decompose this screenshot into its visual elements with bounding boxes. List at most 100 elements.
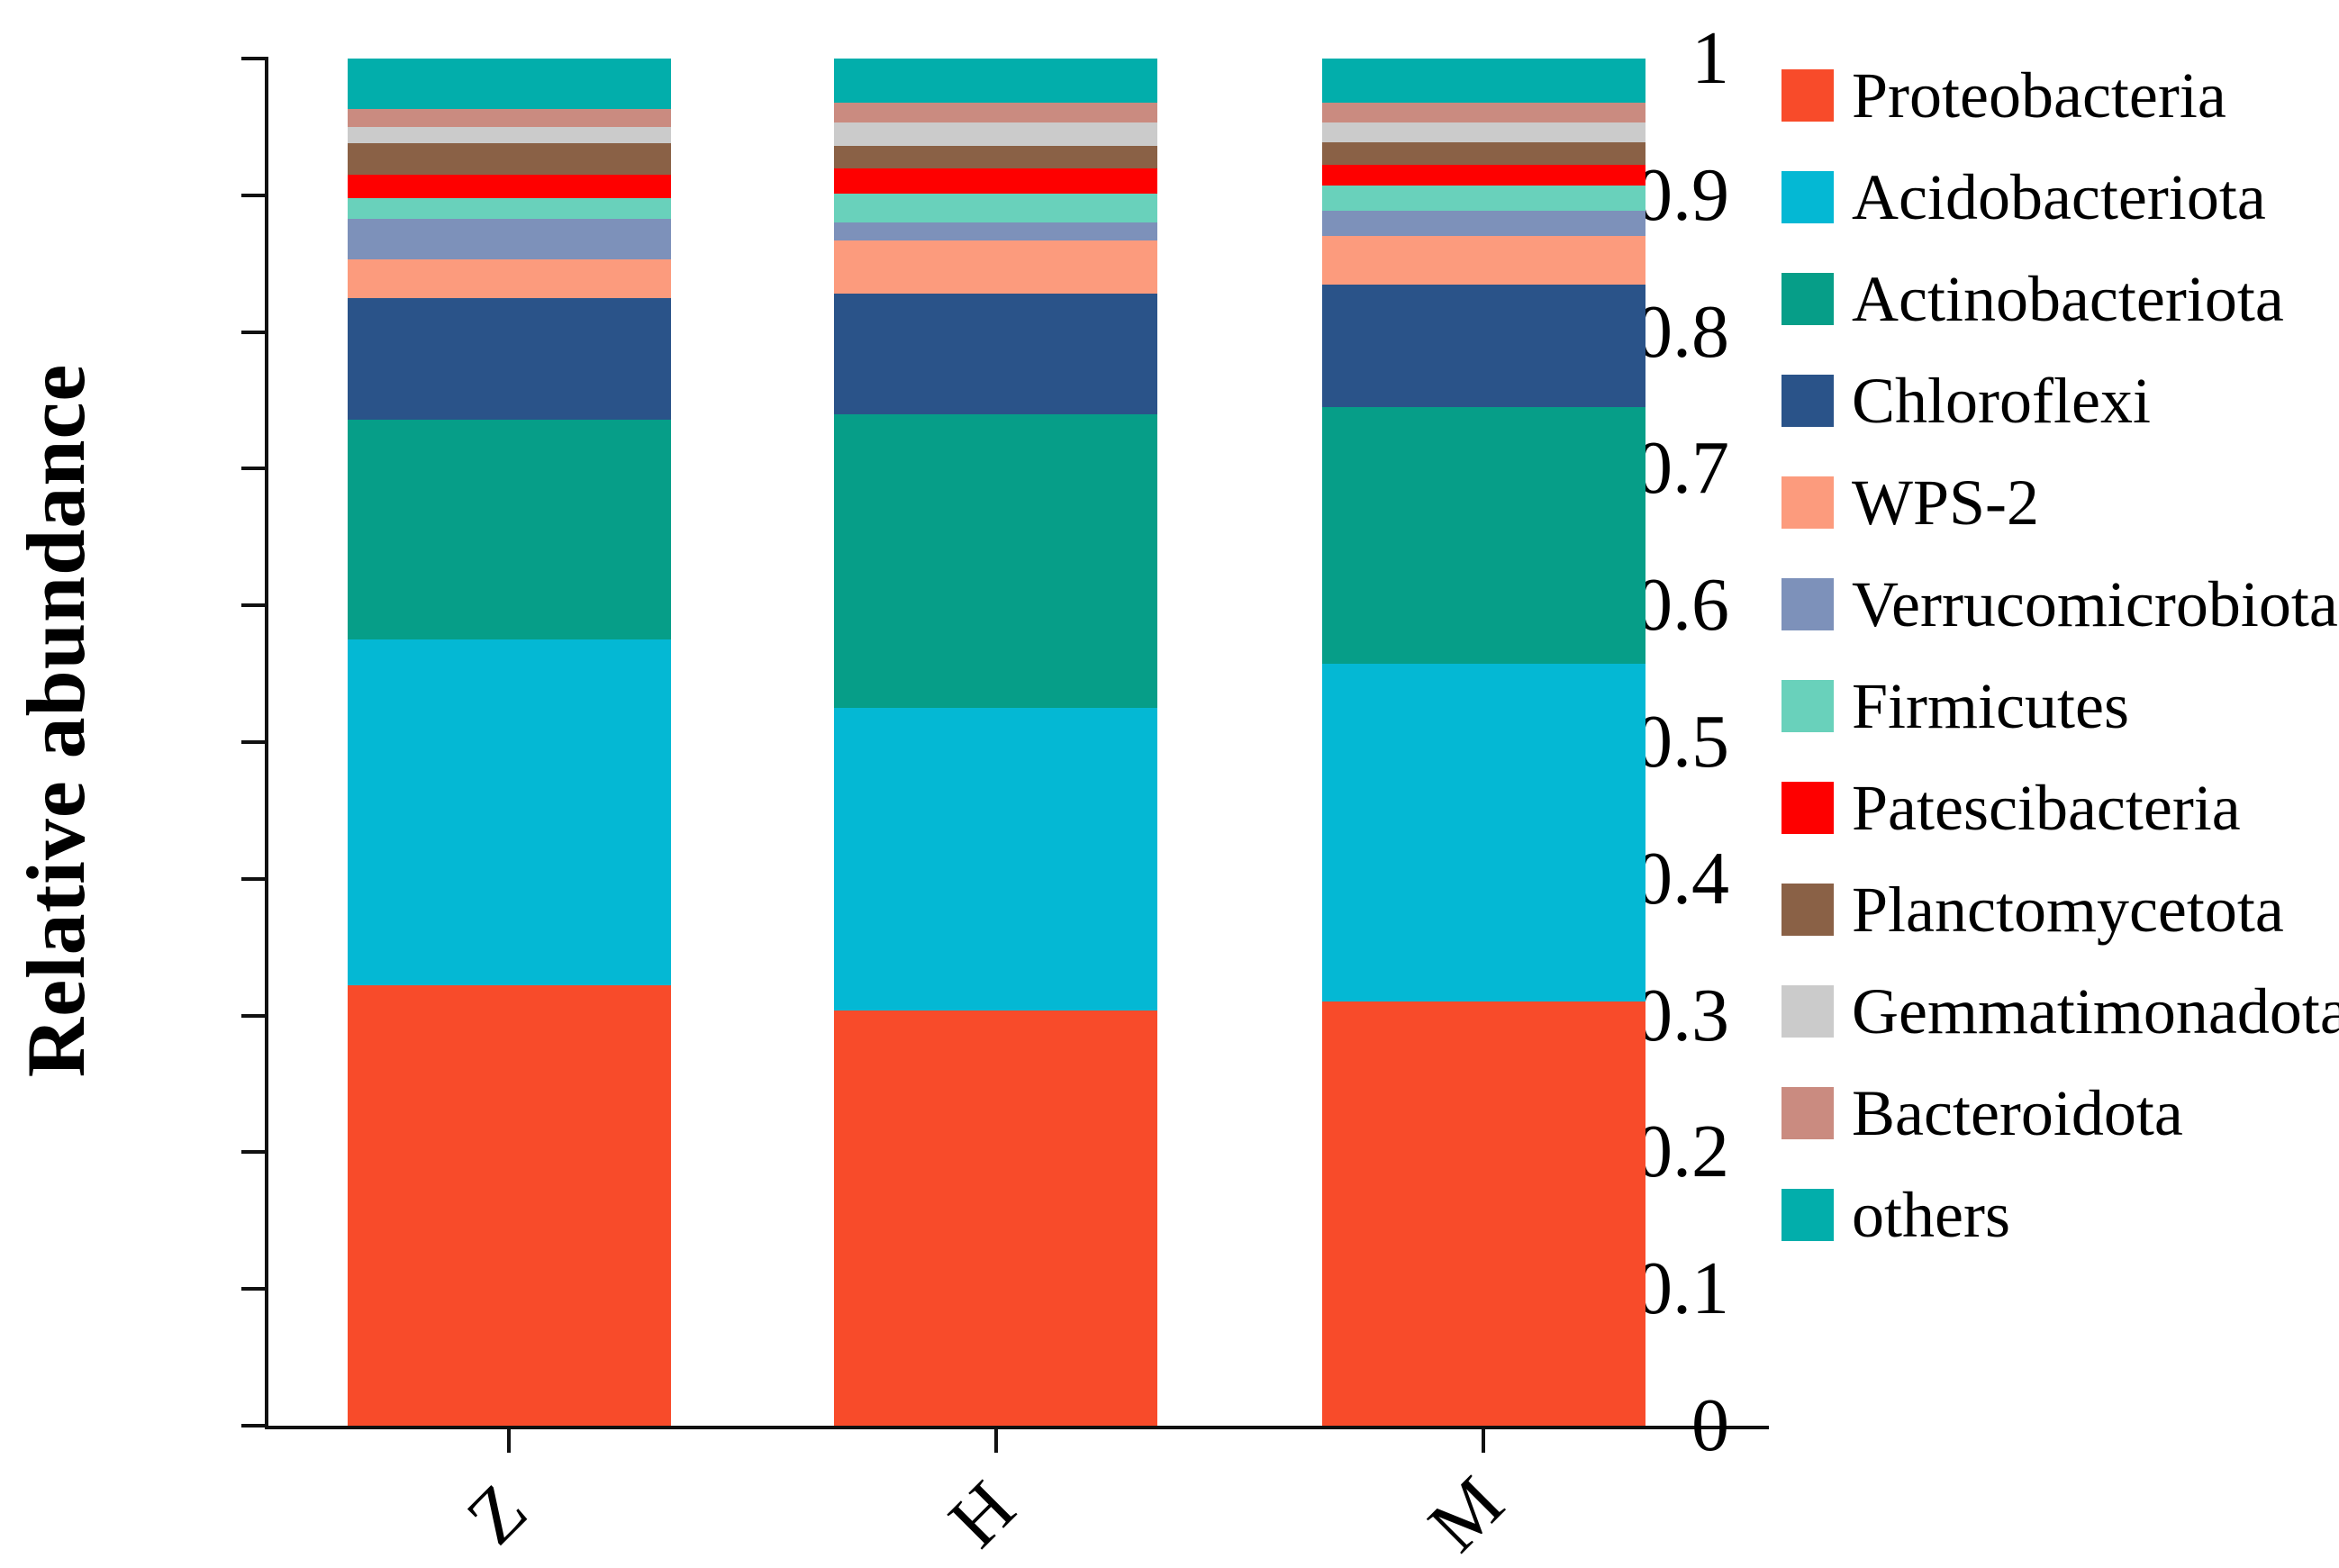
y-tick bbox=[241, 740, 268, 744]
bar-segment-WPS-2 bbox=[834, 240, 1158, 295]
x-tick bbox=[1482, 1429, 1486, 1453]
legend-item: Chloroflexi bbox=[1781, 368, 2339, 433]
legend: Proteobacteria Acidobacteriota Actinobacte… bbox=[1781, 63, 2339, 1290]
bar-segment-Actinobacteriota bbox=[347, 419, 671, 640]
bar-segment-Acidobacteriota bbox=[1321, 664, 1645, 1002]
y-tick-label: 1 bbox=[1691, 16, 1729, 100]
legend-item: Firmicutes bbox=[1781, 674, 2339, 739]
stacked-bar-M bbox=[1321, 59, 1645, 1426]
y-tick bbox=[241, 1013, 268, 1018]
legend-swatch-icon bbox=[1781, 782, 1834, 834]
legend-swatch-icon bbox=[1781, 578, 1834, 630]
legend-label: Verrucomicrobiota bbox=[1852, 568, 2338, 640]
bar-segment-Chloroflexi bbox=[347, 297, 671, 420]
legend-swatch-icon bbox=[1781, 1087, 1834, 1139]
bar-segment-Planctomycetota bbox=[1321, 141, 1645, 166]
bar-segment-others bbox=[347, 59, 671, 110]
x-tick bbox=[993, 1429, 998, 1453]
legend-swatch-icon bbox=[1781, 1189, 1834, 1241]
bar-segment-Bacteroidota bbox=[347, 109, 671, 127]
y-tick bbox=[241, 876, 268, 881]
legend-label: Gemmatimonadota bbox=[1852, 975, 2339, 1047]
legend-item: Planctomycetota bbox=[1781, 877, 2339, 942]
legend-item: others bbox=[1781, 1183, 2339, 1247]
legend-label: Proteobacteria bbox=[1852, 59, 2226, 131]
y-tick-label: 0.4 bbox=[1635, 836, 1729, 920]
x-tick-label: H bbox=[932, 1465, 1031, 1563]
legend-swatch-icon bbox=[1781, 680, 1834, 732]
bar-segment-Patescibacteria bbox=[834, 168, 1158, 195]
y-tick-label: 0.8 bbox=[1635, 289, 1729, 374]
y-tick-label: 0.6 bbox=[1635, 563, 1729, 648]
y-tick-label: 0.3 bbox=[1635, 973, 1729, 1057]
bar-segment-Planctomycetota bbox=[347, 143, 671, 176]
stacked-bar-H bbox=[834, 59, 1158, 1426]
y-tick bbox=[241, 1287, 268, 1292]
x-tick-label: Z bbox=[451, 1468, 544, 1561]
bar-segment-others bbox=[834, 59, 1158, 103]
legend-label: WPS-2 bbox=[1852, 467, 2040, 539]
x-tick-label: M bbox=[1413, 1461, 1520, 1568]
bar-segment-others bbox=[1321, 59, 1645, 103]
legend-swatch-icon bbox=[1781, 476, 1834, 529]
y-tick-label: 0.1 bbox=[1635, 1246, 1729, 1331]
legend-label: Actinobacteriota bbox=[1852, 263, 2284, 335]
y-tick-label: 0.7 bbox=[1635, 426, 1729, 511]
bar-segment-Gemmatimonadota bbox=[1321, 122, 1645, 142]
bar-segment-Verrucomicrobiota bbox=[347, 218, 671, 260]
bar-segment-Actinobacteriota bbox=[834, 413, 1158, 709]
bar-segment-Planctomycetota bbox=[834, 146, 1158, 168]
bar-segment-Actinobacteriota bbox=[1321, 407, 1645, 665]
legend-label: Firmicutes bbox=[1852, 670, 2129, 742]
y-tick bbox=[241, 1424, 268, 1428]
bar-segment-Bacteroidota bbox=[1321, 102, 1645, 123]
legend-item: Proteobacteria bbox=[1781, 63, 2339, 128]
bar-segment-Gemmatimonadota bbox=[347, 126, 671, 144]
legend-label: Planctomycetota bbox=[1852, 874, 2284, 946]
legend-item: Gemmatimonadota bbox=[1781, 979, 2339, 1044]
bar-segment-Verrucomicrobiota bbox=[1321, 210, 1645, 237]
legend-label: Patescibacteria bbox=[1852, 772, 2241, 844]
y-tick bbox=[241, 193, 268, 197]
legend-swatch-icon bbox=[1781, 273, 1834, 325]
legend-swatch-icon bbox=[1781, 375, 1834, 427]
bar-segment-Chloroflexi bbox=[1321, 284, 1645, 408]
legend-label: Acidobacteriota bbox=[1852, 161, 2266, 233]
bar-segment-Patescibacteria bbox=[1321, 165, 1645, 186]
legend-item: Verrucomicrobiota bbox=[1781, 572, 2339, 637]
legend-label: Chloroflexi bbox=[1852, 365, 2151, 437]
bar-segment-Chloroflexi bbox=[834, 294, 1158, 414]
legend-item: Patescibacteria bbox=[1781, 775, 2339, 840]
y-tick-label: 0.2 bbox=[1635, 1110, 1729, 1194]
y-tick bbox=[241, 603, 268, 608]
legend-label: others bbox=[1852, 1179, 2010, 1251]
y-tick-label: 0.5 bbox=[1635, 700, 1729, 784]
y-tick bbox=[241, 330, 268, 334]
legend-item: Actinobacteriota bbox=[1781, 267, 2339, 331]
plot-area: 1 0.9 0.8 0.7 0.6 0.5 0.4 0.3 0.2 0.1 0 Z H M bbox=[241, 21, 1769, 1568]
y-tick bbox=[241, 467, 268, 471]
bar-segment-Firmicutes bbox=[834, 194, 1158, 223]
bar-segment-Patescibacteria bbox=[347, 175, 671, 198]
y-tick-label: 0 bbox=[1691, 1383, 1729, 1467]
bar-segment-WPS-2 bbox=[347, 259, 671, 298]
y-tick bbox=[241, 57, 268, 60]
y-tick-label: 0.9 bbox=[1635, 152, 1729, 237]
legend-item: WPS-2 bbox=[1781, 470, 2339, 535]
legend-item: Bacteroidota bbox=[1781, 1081, 2339, 1146]
legend-swatch-icon bbox=[1781, 884, 1834, 936]
y-tick bbox=[241, 1150, 268, 1155]
bar-segment-Proteobacteria bbox=[834, 1010, 1158, 1426]
legend-item: Acidobacteriota bbox=[1781, 165, 2339, 230]
bar-segment-Firmicutes bbox=[1321, 186, 1645, 211]
x-tick bbox=[507, 1429, 512, 1453]
legend-swatch-icon bbox=[1781, 171, 1834, 223]
bar-segment-Firmicutes bbox=[347, 197, 671, 219]
bar-segment-Proteobacteria bbox=[1321, 1002, 1645, 1426]
bar-segment-Gemmatimonadota bbox=[834, 122, 1158, 147]
bar-segment-Verrucomicrobiota bbox=[834, 222, 1158, 240]
stacked-bar-Z bbox=[347, 59, 671, 1426]
bar-segment-Proteobacteria bbox=[347, 985, 671, 1426]
bar-segment-WPS-2 bbox=[1321, 236, 1645, 285]
